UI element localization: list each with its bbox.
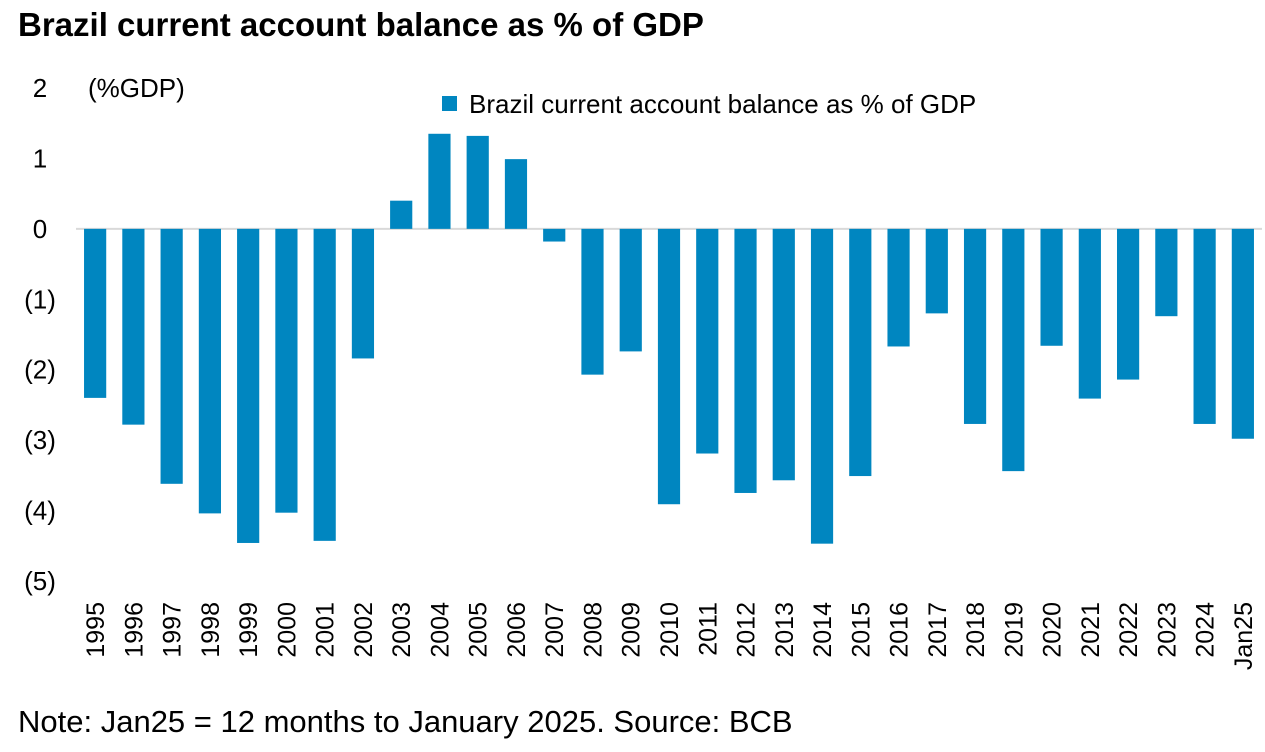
x-tick-label: 2001: [312, 602, 340, 658]
x-tick-label: 2020: [1039, 602, 1067, 658]
bar-2003: [390, 200, 413, 229]
bar-2023: [1155, 228, 1178, 317]
x-tick-label: 2018: [962, 602, 990, 658]
bar-2024: [1193, 228, 1216, 424]
x-tick-label: 2017: [924, 602, 952, 658]
x-tick-label: Jan25: [1230, 602, 1258, 670]
x-tick-label: 2022: [1115, 602, 1143, 658]
y-tick-label: (1): [24, 284, 56, 314]
x-tick-label: 1999: [235, 602, 263, 658]
bar-2018: [963, 228, 987, 424]
bar-1996: [122, 228, 145, 425]
y-tick-label: (2): [24, 355, 56, 385]
x-tick-label: 2015: [847, 602, 875, 658]
y-tick-label: 0: [33, 214, 47, 244]
x-tick-label: 2007: [541, 602, 569, 658]
bar-2007: [543, 228, 566, 242]
x-tick-label: 2016: [886, 602, 914, 658]
x-tick-label: 1997: [159, 602, 187, 658]
bar-2019: [1002, 228, 1025, 472]
bar-2005: [466, 135, 489, 229]
bar-2008: [581, 228, 604, 375]
bar-1997: [160, 228, 183, 484]
bar-2021: [1078, 228, 1101, 399]
bar-2016: [887, 228, 910, 347]
x-tick-label: 1995: [82, 602, 110, 658]
y-axis: 2 1 0 (1) (2) (3) (4) (5): [24, 73, 56, 596]
y-axis-unit-label: (%GDP): [88, 73, 185, 103]
x-tick-label: 2011: [694, 602, 722, 656]
x-tick-label: 2019: [1000, 602, 1028, 658]
x-tick-label: 2006: [503, 602, 531, 658]
x-tick-label: 2014: [809, 602, 837, 658]
bar-2009: [619, 228, 642, 352]
bar-2020: [1040, 228, 1063, 346]
bar-1995: [84, 228, 107, 398]
bar-1998: [198, 228, 221, 514]
bar-2012: [734, 228, 757, 493]
bar-2001: [313, 228, 336, 541]
x-tick-label: 2008: [579, 602, 607, 658]
bar-2015: [849, 228, 872, 477]
bars-group: [84, 133, 1254, 544]
x-tick-label: 2013: [771, 602, 799, 658]
x-tick-label: 2005: [465, 602, 493, 658]
legend-label: Brazil current account balance as % of G…: [469, 89, 976, 119]
x-tick-label: 2003: [388, 602, 416, 658]
bar-2022: [1117, 228, 1140, 380]
x-tick-label: 1996: [120, 602, 148, 658]
y-tick-label: 2: [33, 73, 47, 103]
y-tick-label: (4): [24, 496, 56, 526]
x-tick-label: 2012: [733, 602, 761, 658]
bar-2011: [696, 228, 719, 454]
legend: Brazil current account balance as % of G…: [442, 89, 976, 119]
legend-swatch: [442, 96, 457, 111]
bar-2010: [657, 228, 681, 505]
bar-1999: [237, 228, 260, 543]
bar-2017: [925, 228, 948, 314]
source-note: Note: Jan25 = 12 months to January 2025.…: [18, 704, 793, 739]
x-tick-label: 2002: [350, 602, 378, 658]
y-tick-label: 1: [33, 143, 47, 173]
bar-chart: 210(1)(2)(3)(4)(5) (%GDP) 1995 1996 1997 19…: [24, 73, 1262, 670]
x-tick-label: 1998: [197, 602, 225, 658]
bar-2004: [428, 133, 451, 229]
y-tick-label: (5): [24, 566, 56, 596]
bar-2002: [351, 228, 375, 359]
x-tick-label: 2024: [1192, 602, 1220, 658]
bar-2013: [772, 228, 795, 481]
chart-title: Brazil current account balance as % of G…: [18, 6, 704, 43]
x-tick-label: 2023: [1153, 602, 1181, 658]
bar-2000: [275, 228, 298, 513]
x-tick-label: 2004: [426, 602, 454, 658]
x-tick-label: 2021: [1077, 602, 1105, 658]
x-tick-label: 2010: [656, 602, 684, 658]
bar-Jan25: [1231, 228, 1254, 439]
x-axis: 1995 1996 1997 1998 1999 2000 2001 2002 2003 2004…: [82, 602, 1258, 670]
bar-2006: [504, 159, 528, 229]
x-tick-label: 2009: [618, 602, 646, 658]
x-tick-label: 2000: [273, 602, 301, 658]
y-tick-label: (3): [24, 425, 56, 455]
bar-2014: [810, 228, 834, 544]
